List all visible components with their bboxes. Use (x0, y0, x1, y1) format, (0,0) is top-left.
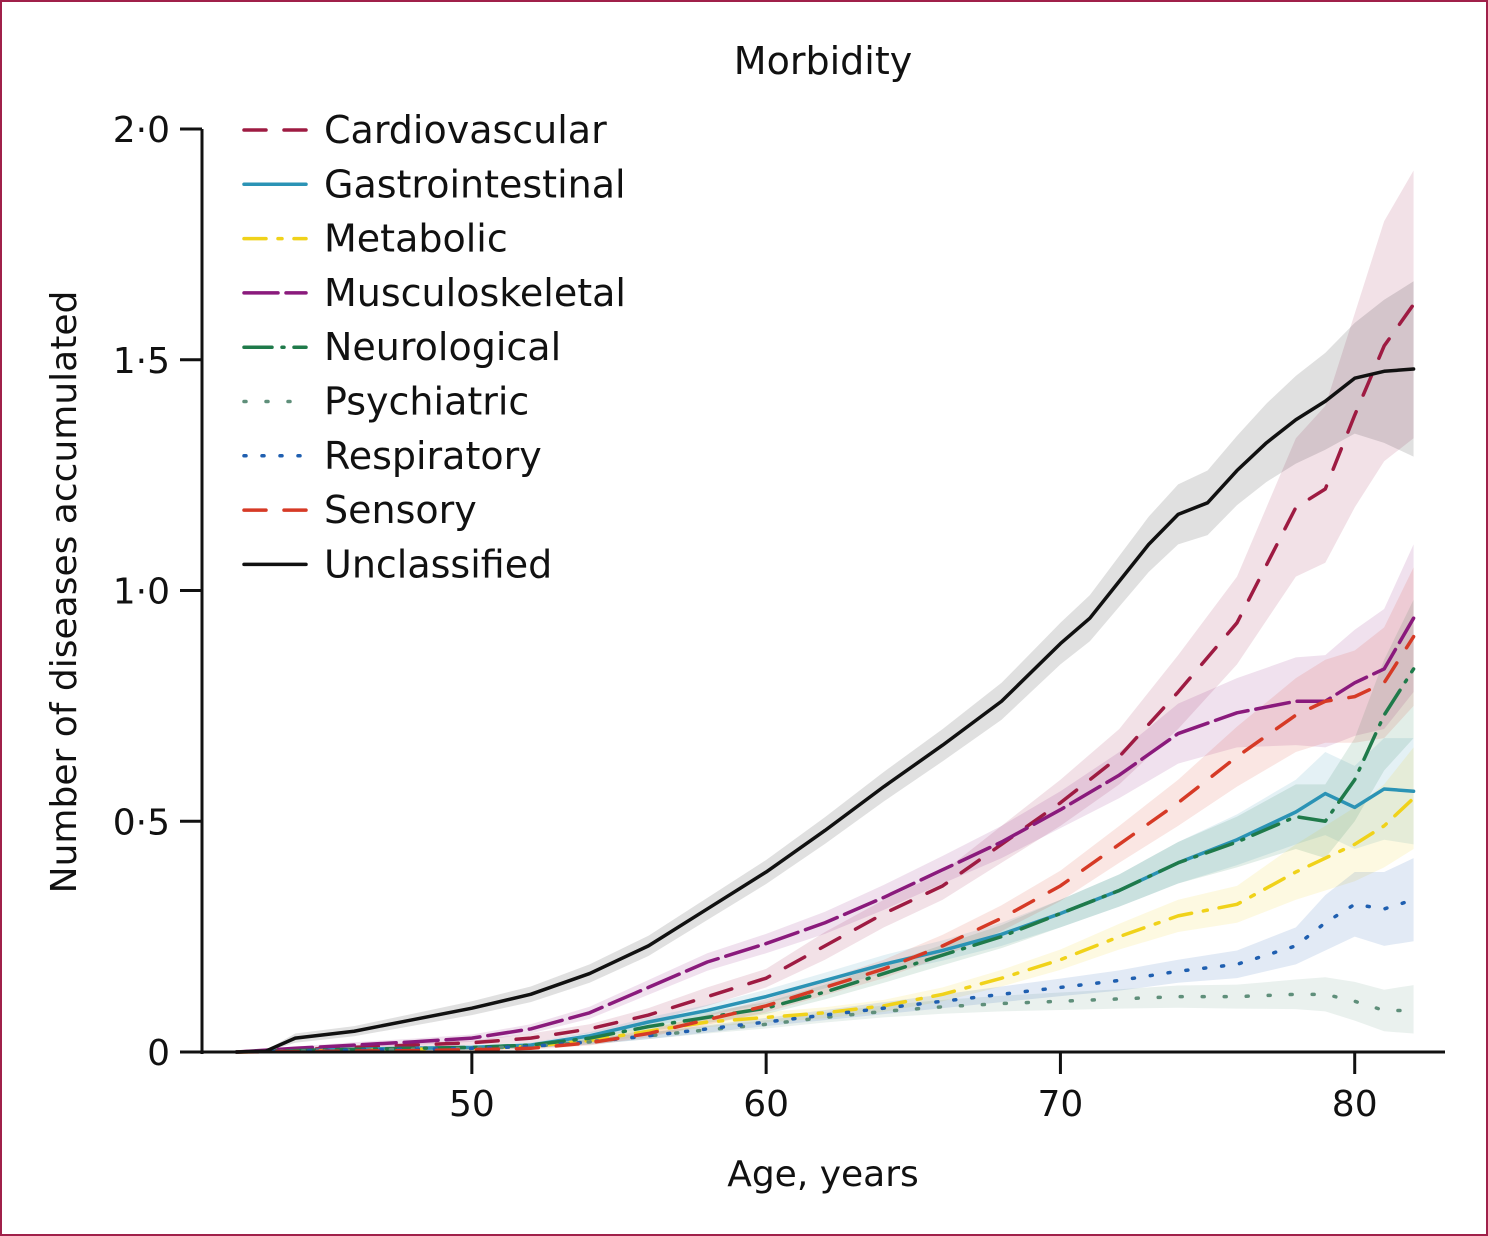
y-tick-label: 0 (147, 1033, 170, 1074)
y-tick-label: 1·0 (113, 572, 170, 613)
legend-item-unclassified: Unclassified (242, 542, 552, 586)
legend-label: Psychiatric (324, 380, 529, 424)
x-axis-label: Age, years (727, 1154, 919, 1195)
confidence-bands (236, 170, 1414, 1052)
legend-item-gastrointestinal: Gastrointestinal (242, 162, 626, 206)
legend-label: Metabolic (324, 217, 508, 261)
x-tick-label: 50 (449, 1084, 495, 1125)
legend-label: Respiratory (324, 434, 542, 478)
y-axis-label: Number of diseases accumulated (44, 291, 85, 894)
series-lines (234, 302, 1416, 1054)
legend-label: Cardiovascular (324, 108, 607, 152)
legend-item-sensory: Sensory (242, 488, 477, 532)
y-tick-label: 1·5 (113, 341, 170, 382)
y-tick-label: 0·5 (113, 802, 170, 843)
band-respiratory (236, 858, 1414, 1052)
legend: Cardiovascular Gastrointestinal Metabolic M… (242, 108, 626, 586)
legend-label: Gastrointestinal (324, 162, 626, 206)
y-tick-label: 2·0 (113, 110, 170, 151)
band-psychiatric (236, 977, 1414, 1052)
legend-label: Neurological (324, 325, 561, 369)
legend-label: Musculoskeletal (324, 271, 626, 315)
legend-item-cardiovascular: Cardiovascular (242, 108, 607, 152)
chart-title: Morbidity (734, 39, 912, 83)
x-axis-ticks: 50 60 70 80 (449, 1052, 1378, 1125)
line-unclassified (234, 367, 1416, 1054)
x-tick-label: 70 (1038, 1084, 1084, 1125)
legend-label: Unclassified (324, 542, 552, 586)
legend-item-metabolic: Metabolic (242, 217, 508, 261)
band-sensory (236, 567, 1414, 1052)
line-sensory (234, 634, 1416, 1054)
line-cardiovascular (234, 302, 1416, 1054)
y-axis-ticks: 0 0·5 1·0 1·5 2·0 (113, 110, 202, 1074)
legend-item-psychiatric: Psychiatric (242, 380, 529, 424)
legend-item-respiratory: Respiratory (242, 434, 542, 478)
line-musculoskeletal (234, 616, 1416, 1054)
x-tick-label: 80 (1332, 1084, 1378, 1125)
x-tick-label: 60 (743, 1084, 789, 1125)
legend-item-musculoskeletal: Musculoskeletal (242, 271, 626, 315)
legend-item-neurological: Neurological (242, 325, 561, 369)
legend-label: Sensory (324, 488, 477, 532)
